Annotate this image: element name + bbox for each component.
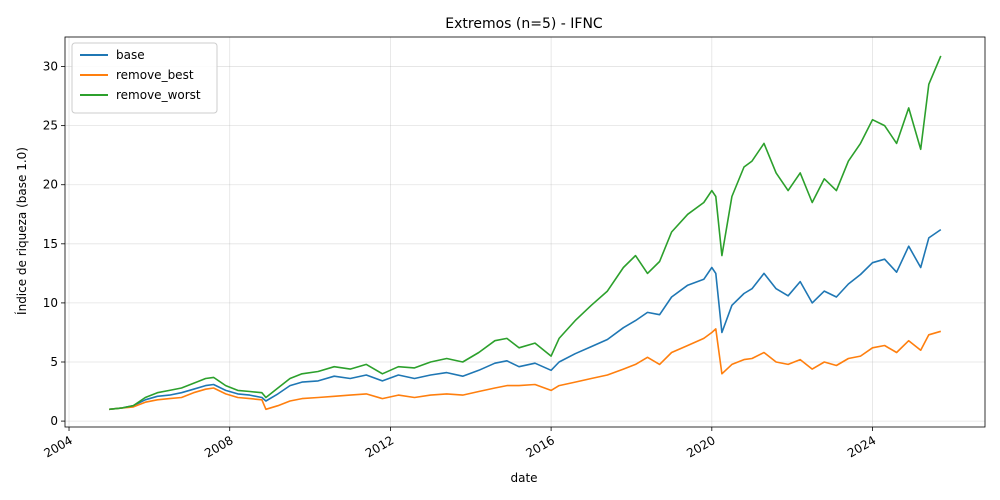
legend-box — [71, 42, 218, 114]
x-axis-label: date — [510, 471, 537, 485]
series-line-base — [109, 228, 942, 411]
grid — [65, 37, 985, 427]
y-axis: 0 5 10 15 20 25 30 — [43, 60, 65, 428]
y-tick-label: 15 — [43, 237, 58, 251]
plot-frame — [64, 36, 986, 428]
y-tick-label: 5 — [50, 355, 58, 369]
y-tick-label: 30 — [43, 60, 58, 74]
legend-label: base — [116, 48, 145, 62]
x-tick-label: 2024 — [845, 433, 878, 460]
legend: base remove_best remove_worst — [71, 42, 218, 114]
y-tick-label: 10 — [43, 296, 58, 310]
x-tick-label: 2016 — [524, 433, 557, 460]
x-tick-label: 2020 — [684, 433, 717, 460]
x-tick-label: 2012 — [363, 433, 396, 460]
x-axis: 2004 2008 2012 2016 2020 2024 — [41, 427, 878, 460]
x-tick-label: 2008 — [202, 433, 235, 460]
series-layer — [109, 55, 942, 411]
y-axis-label: Índice de riqueza (base 1.0) — [14, 147, 29, 315]
y-tick-label: 25 — [43, 119, 58, 133]
x-tick-label: 2004 — [41, 433, 74, 460]
chart-title: Extremos (n=5) - IFNC — [445, 16, 603, 32]
y-tick-label: 20 — [43, 178, 58, 192]
y-tick-label: 0 — [50, 414, 58, 428]
legend-label: remove_worst — [116, 88, 201, 102]
legend-label: remove_best — [116, 68, 194, 82]
series-line-remove-worst — [109, 55, 942, 411]
series-line-remove-best — [109, 328, 942, 411]
